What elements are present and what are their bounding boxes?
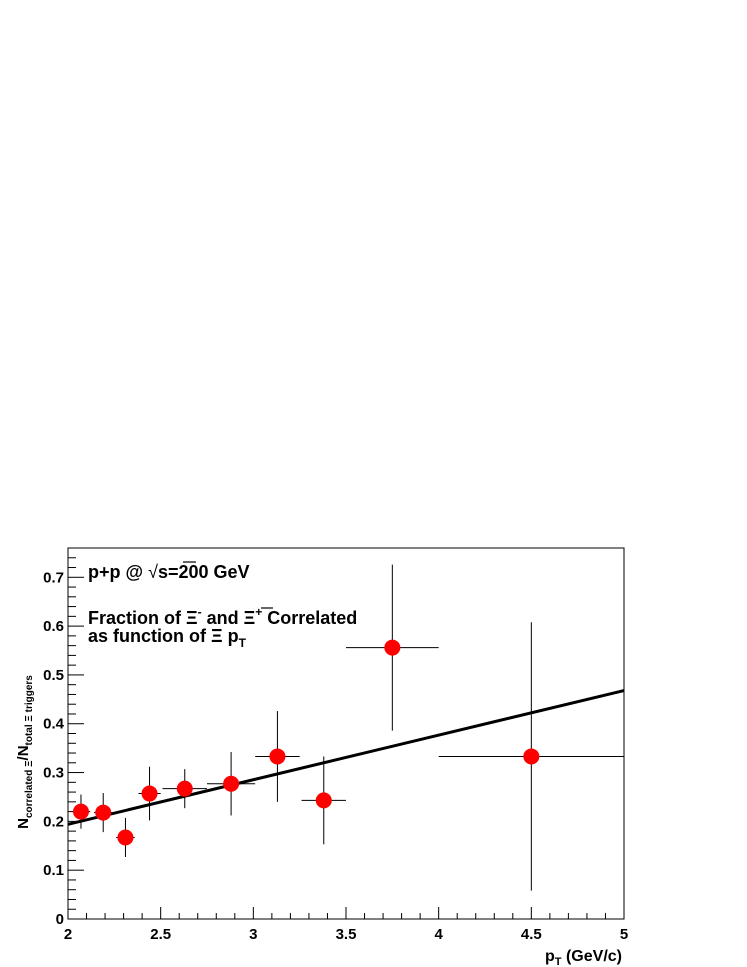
data-point <box>269 748 286 765</box>
data-point <box>176 780 193 797</box>
data-point <box>141 785 158 802</box>
y-tick-label: 0.1 <box>43 862 64 879</box>
y-tick-label: 0.3 <box>43 765 64 782</box>
tick-labels: 2 2.5 3 3.5 4 4.5 5 0 0.1 0.2 0.3 0.4 0.5 0.6 0.7 <box>43 569 628 943</box>
x-axis-title: pT (GeV/c) <box>545 948 622 967</box>
data-point <box>384 639 401 656</box>
x-tick-label: 2.5 <box>150 926 171 943</box>
y-tick-label: 0 <box>56 911 64 928</box>
y-axis-title: Ncorrelated Ξ/Ntotal Ξ triggers <box>15 675 35 829</box>
y-tick-label: 0.4 <box>43 716 65 733</box>
data-point <box>223 775 240 792</box>
annotation-system: p+p @ √s=200 GeV <box>88 562 250 582</box>
plot-frame <box>67 547 625 920</box>
annotation-fraction: Fraction of Ξ- and Ξ+ Correlated <box>88 605 357 628</box>
data-point <box>72 803 89 820</box>
data-point <box>95 804 112 821</box>
x-tick-label: 3.5 <box>336 926 357 943</box>
fit-line-group <box>67 689 625 826</box>
x-tick-label: 5 <box>620 926 628 943</box>
x-tick-label: 4 <box>434 926 443 943</box>
data-point <box>315 792 332 809</box>
y-tick-label: 0.5 <box>43 667 64 684</box>
y-tick-label: 0.7 <box>43 569 64 586</box>
axis-ticks <box>67 547 625 920</box>
x-tick-label: 2 <box>64 926 72 943</box>
fit-line <box>67 689 625 826</box>
data-point <box>117 829 134 846</box>
data-point <box>523 748 540 765</box>
y-tick-label: 0.6 <box>43 618 64 635</box>
y-tick-label: 0.2 <box>43 813 64 830</box>
annotation-function: as function of Ξ pT <box>88 626 247 650</box>
x-tick-label: 3 <box>249 926 257 943</box>
data-points <box>72 639 540 846</box>
x-tick-label: 4.5 <box>521 926 542 943</box>
